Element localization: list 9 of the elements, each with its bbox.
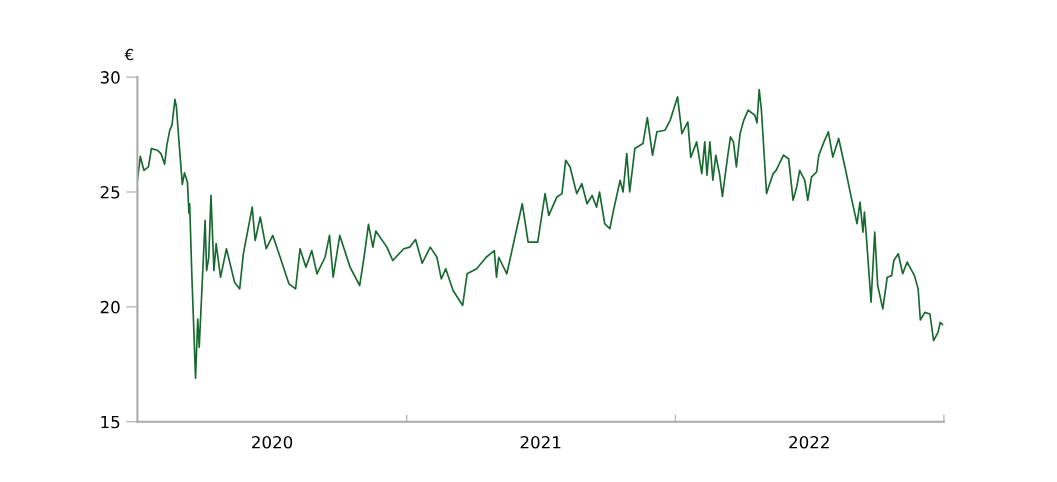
y-tick-label: 30 bbox=[100, 71, 120, 84]
line-series bbox=[137, 88, 944, 379]
y-axis-title: € bbox=[124, 48, 134, 61]
y-tick-label: 20 bbox=[100, 300, 120, 314]
x-tick-label: 2020 bbox=[252, 435, 293, 449]
y-tick-label: 15 bbox=[101, 415, 120, 429]
x-tick-label: 2022 bbox=[789, 435, 829, 449]
y-tick-label: 25 bbox=[100, 185, 120, 199]
x-tick-label: 2021 bbox=[520, 435, 561, 449]
